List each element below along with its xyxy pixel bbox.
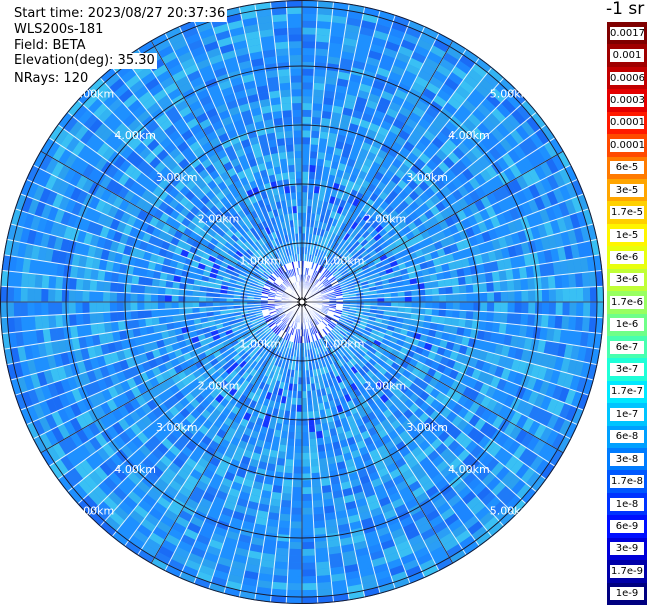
range-ring-label: 2.00km <box>365 213 407 226</box>
colorbar-label: 0.0006 <box>610 71 644 85</box>
instrument-label: WLS200s-181 <box>12 22 106 38</box>
colorbar-label: 0.0003 <box>610 93 644 107</box>
colorbar-label: 1.7e-8 <box>610 475 644 489</box>
colorbar-label: 0.0017 <box>610 26 644 40</box>
ray-lines <box>0 0 604 604</box>
range-ring-label: 2.00km <box>198 213 240 226</box>
range-ring-label: 4.00km <box>114 463 156 476</box>
colorbar-label: 0.001 <box>610 49 644 63</box>
range-ring-label: 3.00km <box>406 421 448 434</box>
center-marker <box>297 297 307 307</box>
range-ring-label: 1.00km <box>239 338 281 351</box>
range-ring-label: 3.00km <box>406 171 448 184</box>
field-label: Field: BETA <box>12 38 88 54</box>
colorbar-label: 1.7e-7 <box>610 385 644 399</box>
colorbar-label: 1e-8 <box>610 497 644 511</box>
colorbar-label: 0.00017 <box>610 116 644 130</box>
elevation-label: Elevation(deg): 35.30 <box>12 53 157 69</box>
colorbar-label: 1.7e-5 <box>610 206 644 220</box>
range-ring-label: 1.00km <box>323 254 365 267</box>
colorbar-label: 3e-6 <box>610 273 644 287</box>
range-ring-label: 1.00km <box>239 254 281 267</box>
colorbar-label: 1e-6 <box>610 318 644 332</box>
range-ring-label: 2.00km <box>198 379 240 392</box>
colorbar-label: 1.7e-6 <box>610 295 644 309</box>
range-ring-label: 5.00km <box>490 87 532 100</box>
range-ring-label: 5.00km <box>73 87 115 100</box>
colorbar-label: 1e-7 <box>610 407 644 421</box>
colorbar-label: 6e-5 <box>610 161 644 175</box>
range-ring-label: 5.00km <box>73 505 115 518</box>
range-ring-label: 4.00km <box>114 129 156 142</box>
colorbar-label: 6e-9 <box>610 520 644 534</box>
range-ring-label: 4.00km <box>448 463 490 476</box>
backscatter-cells <box>0 0 604 604</box>
nrays-label: NRays: 120 <box>12 71 91 87</box>
range-ring-label: 4.00km <box>448 129 490 142</box>
colorbar-label: 1e-5 <box>610 228 644 242</box>
range-rings <box>0 0 604 604</box>
units-label: -1 sr <box>606 0 645 19</box>
colorbar-label: 3e-8 <box>610 452 644 466</box>
colorbar-label: 3e-7 <box>610 363 644 377</box>
range-ring-label: 2.00km <box>365 379 407 392</box>
start-time-label: Start time: 2023/08/27 20:37:36 <box>12 6 228 22</box>
colorbar-label: 6e-6 <box>610 250 644 264</box>
colorbar-label: 3e-9 <box>610 542 644 556</box>
colorbar: 0.0017 0.001 0.0006 0.0003 0.00017 0.0001 6e-5… <box>607 22 647 606</box>
colorbar-label: 0.0001 <box>610 138 644 152</box>
range-ring-label: 3.00km <box>156 421 198 434</box>
colorbar-label: 6e-7 <box>610 340 644 354</box>
range-ring-label: 1.00km <box>323 338 365 351</box>
range-ring-label: 5.00km <box>490 505 532 518</box>
colorbar-label: 1e-9 <box>610 587 644 601</box>
range-ring-label: 3.00km <box>156 171 198 184</box>
colorbar-label: 1.7e-9 <box>610 564 644 578</box>
colorbar-label: 6e-8 <box>610 430 644 444</box>
colorbar-label: 3e-5 <box>610 183 644 197</box>
range-ring-labels: 1.00km 1.00km 1.00km 1.00km 2.00km 2.00km 2.00… <box>73 87 532 517</box>
ppi-scan-plot: 1.00km 1.00km 1.00km 1.00km 2.00km 2.00km 2.00… <box>0 0 604 604</box>
